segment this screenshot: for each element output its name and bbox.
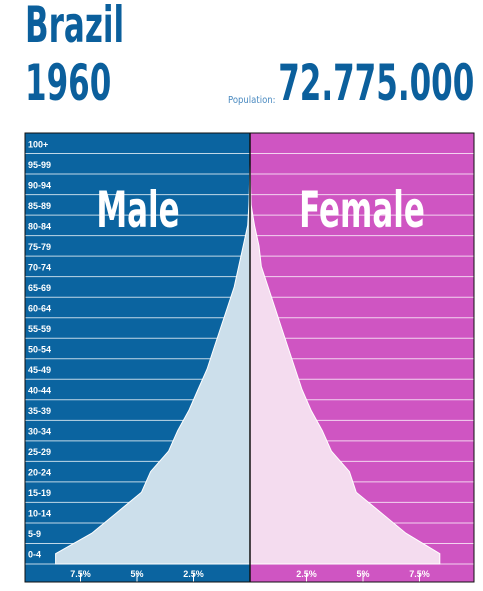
year-title: 1960 — [25, 54, 112, 112]
female-side-label: Female — [299, 180, 425, 239]
age-group-label: 15-19 — [28, 488, 51, 498]
age-group-label: 10-14 — [28, 509, 51, 519]
population-label: Population: — [228, 95, 276, 106]
age-group-label: 20-24 — [28, 468, 51, 478]
age-group-label: 45-49 — [28, 365, 51, 375]
age-group-label: 65-69 — [28, 283, 51, 293]
age-group-label: 25-29 — [28, 447, 51, 457]
x-tick-label: 2.5% — [296, 569, 317, 579]
age-group-label: 70-74 — [28, 262, 51, 272]
age-group-label: 35-39 — [28, 406, 51, 416]
age-group-label: 100+ — [28, 139, 48, 149]
age-group-label: 40-44 — [28, 386, 51, 396]
x-axis-ticks: 7.5% 5% 2.5% 2.5% 5% 7.5% — [70, 569, 430, 582]
age-group-label: 0-4 — [28, 550, 41, 560]
male-side-label: Male — [96, 180, 179, 239]
age-group-label: 55-59 — [28, 324, 51, 334]
x-tick-label: 7.5% — [70, 569, 91, 579]
age-group-label: 50-54 — [28, 345, 51, 355]
x-tick-label: 5% — [356, 569, 369, 579]
age-group-label: 30-34 — [28, 427, 51, 437]
chart-frame — [24, 132, 475, 583]
age-group-label: 90-94 — [28, 180, 51, 190]
age-group-label: 5-9 — [28, 529, 41, 539]
x-tick-label: 5% — [130, 569, 143, 579]
population-value: 72.775.000 — [277, 54, 474, 112]
x-tick-label: 7.5% — [409, 569, 430, 579]
age-group-labels: 0-4 5-9 10-14 15-19 20-24 25-29 30-34 35-39 40-4… — [28, 139, 51, 559]
age-group-label: 85-89 — [28, 201, 51, 211]
age-group-label: 95-99 — [28, 160, 51, 170]
age-group-label: 80-84 — [28, 221, 51, 231]
country-title: Brazil — [25, 0, 125, 54]
age-group-label: 60-64 — [28, 303, 51, 313]
x-tick-label: 2.5% — [183, 569, 204, 579]
age-group-label: 75-79 — [28, 242, 51, 252]
